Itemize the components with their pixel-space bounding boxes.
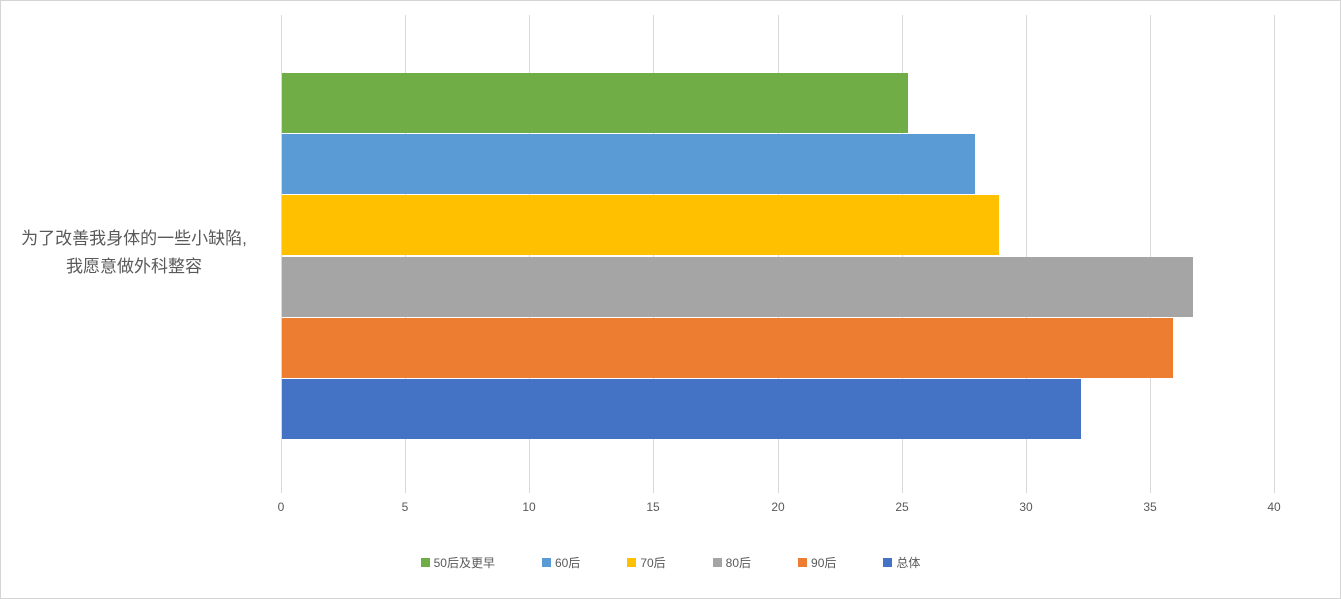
legend-label: 60后 [554,556,581,570]
x-tick-label-15: 15 [646,500,660,514]
category-axis-label-line1: 为了改善我身体的一些小缺陷, [21,229,247,248]
x-tick-label-20: 20 [771,500,785,514]
x-tick-label-10: 10 [522,500,536,514]
bar-series-0 [282,73,908,133]
legend-label: 80后 [725,556,752,570]
x-tick-label-0: 0 [277,500,285,514]
legend-label: 90后 [811,556,837,570]
legend-item-4: 90后 [798,554,836,571]
x-tick-label-35: 35 [1143,500,1157,514]
x-tick-label-30: 30 [1019,500,1033,514]
legend-marker-icon [420,558,430,567]
legend-item-3: 80后 [712,554,752,571]
legend-marker-icon [883,558,893,567]
category-axis-label-line2: 我愿意做外科整容 [66,257,202,276]
legend-item-5: 总体 [883,554,920,571]
legend-label: 50后及更早 [433,556,495,570]
category-axis-label: 为了改善我身体的一些小缺陷, 我愿意做外科整容 [1,225,267,281]
gridline-35 [1150,15,1151,493]
legend-marker-icon [798,558,808,567]
bar-series-3 [282,257,1193,317]
gridline-40 [1274,15,1275,493]
legend-marker-icon [712,558,722,567]
legend-marker-icon [541,558,551,567]
bar-series-5 [282,379,1081,439]
x-tick-label-5: 5 [401,500,409,514]
bar-series-4 [282,318,1173,378]
legend-marker-icon [627,558,637,567]
gridline-0 [281,15,282,493]
legend-item-0: 50后及更早 [420,554,495,571]
gridline-30 [1026,15,1027,493]
bar-series-1 [282,134,975,194]
x-tick-label-40: 40 [1267,500,1281,514]
legend-label: 70后 [640,556,666,570]
plot-area [281,15,1275,493]
bar-series-2 [282,195,999,255]
legend-item-2: 70后 [627,554,666,571]
x-tick-label-25: 25 [895,500,909,514]
legend-label: 总体 [896,556,921,570]
legend: 50后及更早 60后 70后 80后 90后 总体 [1,554,1340,571]
legend-item-1: 60后 [541,554,581,571]
